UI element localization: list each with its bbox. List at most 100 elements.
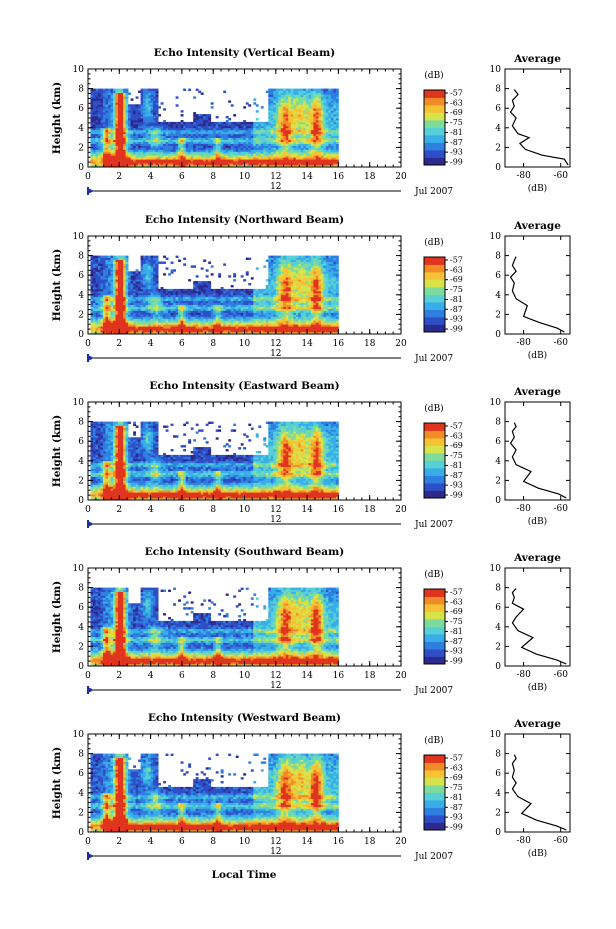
heatmap-cell [246, 122, 249, 124]
heatmap-cell [178, 122, 181, 124]
heatmap-cell [173, 269, 176, 271]
heatmap-cell [118, 256, 121, 258]
heatmap-cell [291, 89, 294, 91]
heatmap-cell [333, 89, 336, 91]
heatmap-cell [148, 89, 151, 91]
colorbar-tick-label: -75 [450, 118, 463, 127]
heatmap-cell [176, 289, 179, 291]
heatmap-cell [131, 104, 134, 106]
heatmap-cell [201, 93, 204, 95]
heatmap-cells [91, 89, 339, 168]
heatmap-cell [218, 122, 221, 124]
heatmap-cell [183, 263, 186, 265]
heatmap-cell [253, 102, 256, 104]
heatmap-cell [198, 114, 201, 116]
x-tick-label: 20 [395, 172, 407, 182]
heatmap-cell [256, 118, 259, 120]
colorbar: -57-63-69-75-81-87-93-99 [424, 89, 463, 167]
colorbar-swatch [424, 105, 445, 113]
heatmap-cell [171, 262, 174, 264]
heatmap-cell [191, 122, 194, 124]
heatmap-cell [186, 122, 189, 124]
heatmap-cell [156, 256, 159, 258]
colorbar-swatch [424, 150, 445, 158]
heatmap-cell [276, 89, 279, 91]
heatmap-cell [128, 93, 131, 95]
heatmap-cell [303, 89, 306, 91]
panel-1: Echo Intensity (Vertical Beam)0 2 4 6 8 10 12 1… [51, 47, 570, 197]
colorbar-tick-label: -69 [450, 108, 463, 117]
average-frame [505, 69, 570, 167]
heatmap-cell [336, 89, 339, 91]
heatmap-cell [216, 122, 219, 124]
heatmap-cell [273, 89, 276, 91]
heatmap-cell [181, 110, 184, 112]
heatmap-cell [128, 271, 131, 273]
heatmap-cell [161, 102, 164, 104]
heatmap-cell [318, 89, 321, 91]
heatmap-cell [151, 89, 154, 91]
heatmap-cell [266, 122, 269, 124]
heatmap-cell [121, 256, 124, 258]
heatmap-cell [176, 104, 179, 106]
y-tick-label: 6 [78, 104, 84, 114]
heatmap-cell [176, 122, 179, 124]
heatmap-cell [228, 118, 231, 120]
heatmap-cell [266, 91, 269, 93]
average-x-tick-label: -60 [553, 171, 568, 181]
heatmap-cell [233, 122, 236, 124]
heatmap-cell [126, 256, 129, 258]
heatmap-cell [111, 89, 114, 91]
heatmap-cell [201, 267, 204, 269]
heatmap-cell [128, 104, 131, 106]
heatmap-cell [206, 114, 209, 116]
heatmap-cell [308, 89, 311, 91]
heatmap-cell [256, 110, 259, 112]
heatmap-cell [296, 89, 299, 91]
date-axis-arrow [88, 188, 94, 194]
heatmap-cell [201, 114, 204, 116]
heatmap-cell [178, 289, 181, 291]
colorbar-swatch [424, 120, 445, 128]
heatmap-cell [181, 114, 184, 116]
heatmap-cell [96, 89, 99, 91]
heatmap-cell [143, 256, 146, 258]
heatmap-cell [166, 258, 169, 260]
heatmap-cell [146, 89, 149, 91]
heatmap-cell [183, 258, 186, 260]
heatmap-cell [223, 122, 226, 124]
y-tick-label: 2 [78, 143, 84, 153]
heatmap-cell [323, 89, 326, 91]
heatmap-cell [188, 122, 191, 124]
heatmap-cell [141, 89, 144, 91]
heatmap-cell [168, 122, 171, 124]
heatmap-cell [243, 120, 246, 122]
heatmap-cell [96, 256, 99, 258]
heatmap-cell [178, 260, 181, 262]
x-tick-label: 10 [239, 172, 251, 182]
heatmap-cell [138, 104, 141, 106]
heatmap-cell [231, 122, 234, 124]
heatmap-cell [158, 262, 161, 264]
colorbar-swatch [424, 158, 445, 166]
heatmap-cell [151, 256, 154, 258]
average-y-tick-label: 0 [495, 163, 501, 173]
heatmap-cell [111, 256, 114, 258]
heatmap-cell [171, 122, 174, 124]
heatmap-cell [163, 108, 166, 110]
heatmap-cell [253, 98, 256, 100]
heatmap-cell [271, 89, 274, 91]
heatmap-cell [226, 116, 229, 118]
heatmap-cell [181, 120, 184, 122]
heatmap-cell [98, 89, 101, 91]
colorbar-swatch [424, 90, 445, 98]
heatmap-cell [306, 89, 309, 91]
heatmap-cell [183, 122, 186, 124]
heatmap-cell [101, 89, 104, 91]
heatmap-cell [193, 281, 196, 283]
heatmap-cell [196, 114, 199, 116]
heatmap-cell [163, 262, 166, 264]
average-x-label: (dB) [528, 183, 547, 194]
heatmap-cell [93, 256, 96, 258]
heatmap-cell [148, 256, 151, 258]
